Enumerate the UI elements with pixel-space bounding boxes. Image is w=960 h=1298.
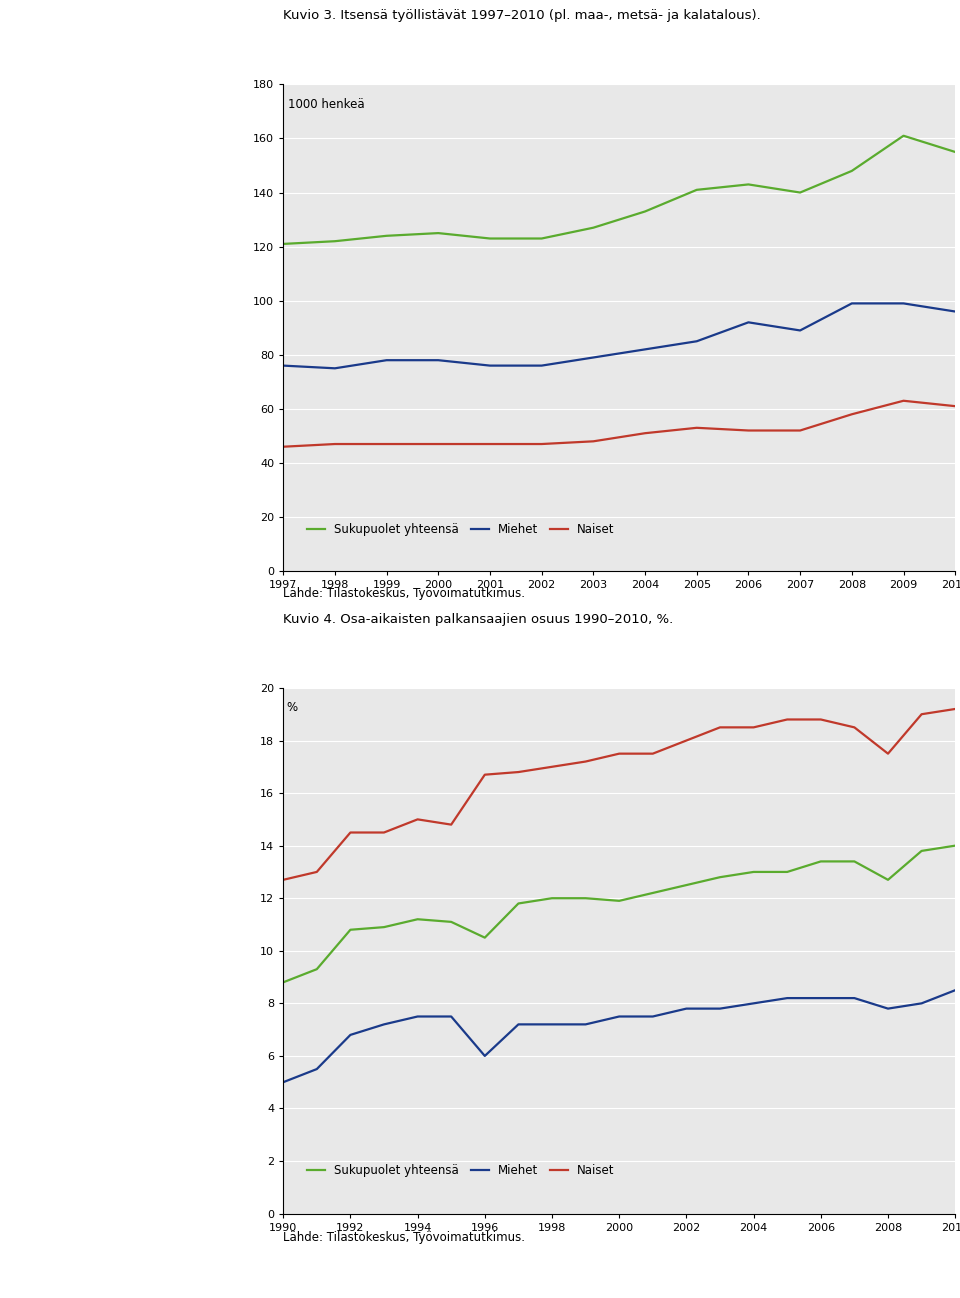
Legend: Sukupuolet yhteensä, Miehet, Naiset: Sukupuolet yhteensä, Miehet, Naiset bbox=[302, 518, 619, 541]
Legend: Sukupuolet yhteensä, Miehet, Naiset: Sukupuolet yhteensä, Miehet, Naiset bbox=[302, 1159, 619, 1181]
Text: Kuvio 3. Itsensä työllistävät 1997–2010 (pl. maa-, metsä- ja kalatalous).: Kuvio 3. Itsensä työllistävät 1997–2010 … bbox=[283, 9, 761, 22]
Text: Lähde: Tilastokeskus, Työvoimatutkimus.: Lähde: Tilastokeskus, Työvoimatutkimus. bbox=[283, 587, 525, 600]
Text: 1000 henkeä: 1000 henkeä bbox=[288, 97, 365, 110]
Text: Kuvio 4. Osa-aikaisten palkansaajien osuus 1990–2010, %.: Kuvio 4. Osa-aikaisten palkansaajien osu… bbox=[283, 613, 674, 626]
Text: %: % bbox=[286, 701, 298, 714]
Text: Lähde: Tilastokeskus, Työvoimatutkimus.: Lähde: Tilastokeskus, Työvoimatutkimus. bbox=[283, 1231, 525, 1243]
